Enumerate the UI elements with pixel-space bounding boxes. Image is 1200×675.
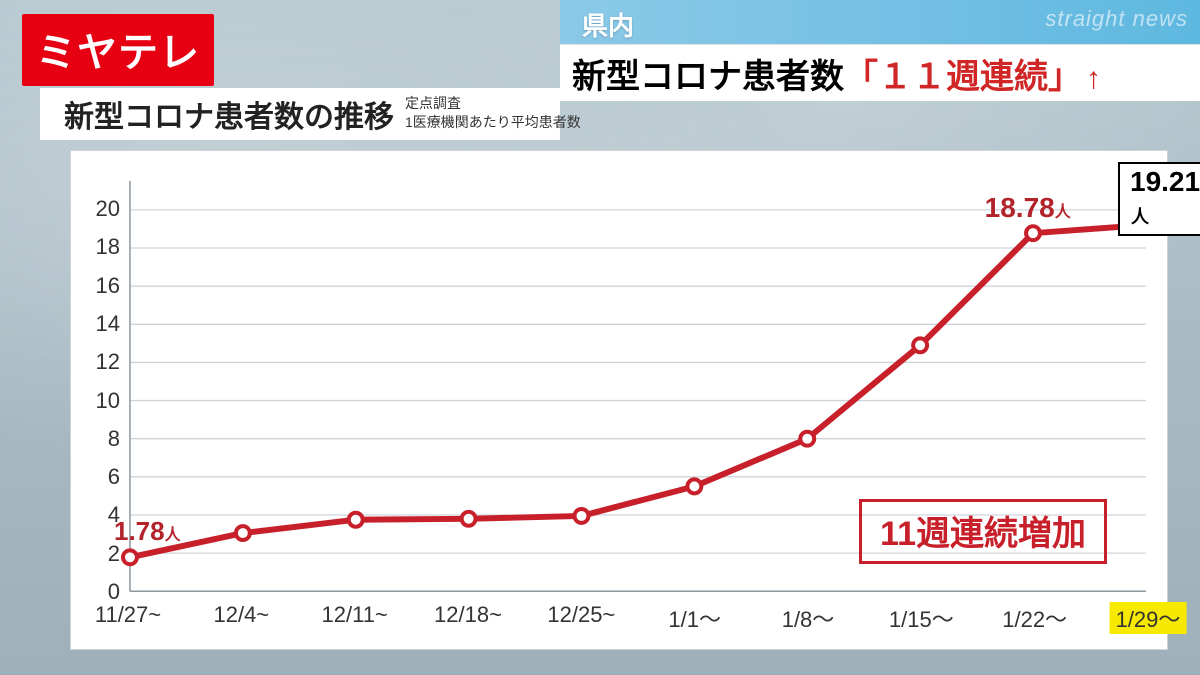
first-point-value: 1.78 (114, 516, 165, 546)
x-tick-label: 12/11~ (322, 602, 388, 628)
banner-top-strip: 県内 straight news (560, 0, 1200, 44)
y-tick-label: 2 (80, 541, 120, 567)
last-point-value: 19.21 (1130, 166, 1200, 197)
y-tick-label: 4 (80, 502, 120, 528)
y-tick-label: 6 (80, 464, 120, 490)
prev-point-value: 18.78 (985, 192, 1055, 223)
x-tick-label: 12/25~ (547, 602, 615, 628)
y-tick-label: 12 (80, 349, 120, 375)
x-tick-label: 12/18~ (434, 602, 502, 628)
x-tick-label: 11/27~ (95, 602, 161, 628)
y-tick-label: 8 (80, 426, 120, 452)
chart-note-line2: 1医療機関あたり平均患者数 (405, 113, 581, 132)
first-point-unit: 人 (165, 527, 181, 544)
y-tick-label: 16 (80, 273, 120, 299)
x-tick-label: 12/4~ (213, 602, 269, 628)
chart-area: 11週連続増加 (70, 150, 1168, 650)
x-tick-label: 1/8～ (782, 602, 835, 634)
banner-headline-main: 新型コロナ患者数 (572, 58, 844, 96)
prev-point-unit: 人 (1055, 204, 1071, 221)
first-point-label: 1.78人 (114, 516, 181, 547)
x-tick-label: 1/22～ (1002, 602, 1067, 634)
station-logo: ミヤテレ (22, 14, 214, 86)
x-tick-label: 1/29～ (1110, 602, 1187, 634)
y-tick-label: 18 (80, 234, 120, 260)
prev-point-label: 18.78人 (985, 192, 1071, 224)
chart-note-line1: 定点調査 (405, 94, 581, 113)
banner-headline-highlight: 「１１週連続」 (844, 58, 1082, 96)
x-tick-label: 1/1～ (668, 602, 721, 634)
y-tick-label: 10 (80, 388, 120, 414)
chart-subtitle-note: 定点調査 1医療機関あたり平均患者数 (405, 94, 581, 132)
y-tick-label: 14 (80, 311, 120, 337)
up-arrow-icon: ↑ (1086, 62, 1101, 95)
last-point-callout-box: 19.21 人 (1118, 162, 1200, 236)
chart-title: 新型コロナ患者数の推移 (64, 92, 394, 136)
trend-callout-box: 11週連続増加 (859, 499, 1107, 564)
banner-headline-text: 新型コロナ患者数「１１週連続」↑ (560, 49, 1101, 98)
banner-program-name: straight news (1045, 6, 1188, 32)
banner-prefecture-label: 県内 (582, 6, 634, 43)
banner-bottom-strip: 新型コロナ患者数「１１週連続」↑ (560, 44, 1200, 101)
headline-banner: 県内 straight news 新型コロナ患者数「１１週連続」↑ (560, 0, 1200, 101)
x-tick-label: 1/15～ (889, 602, 954, 634)
last-point-unit: 人 (1131, 207, 1149, 227)
y-tick-label: 20 (80, 196, 120, 222)
chart-svg (71, 151, 1167, 649)
